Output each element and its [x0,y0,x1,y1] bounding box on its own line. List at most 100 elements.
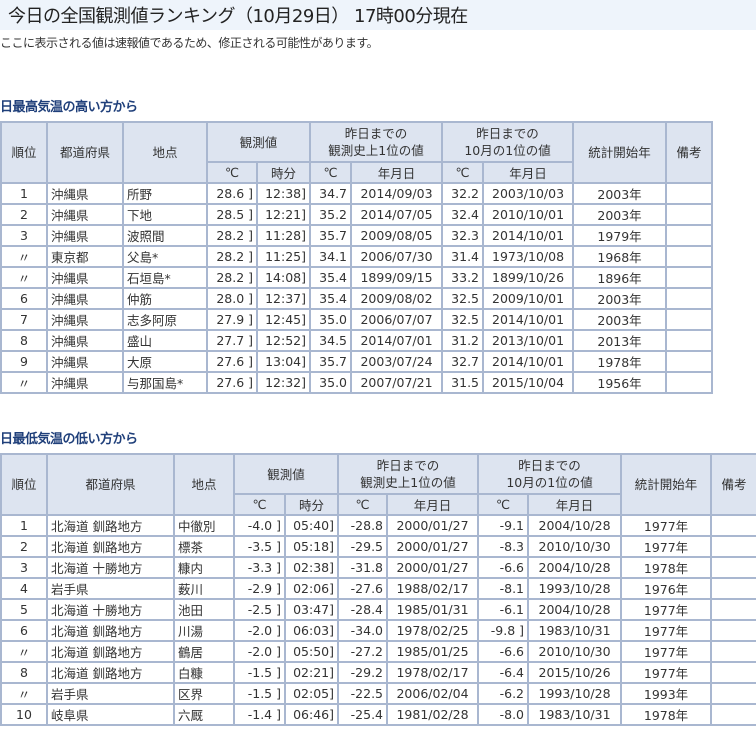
cell-record-all-temp: 35.7 [309,224,353,247]
cell-record-month-temp: 32.2 [441,182,485,205]
cell-record-month-date: 2015/10/04 [482,371,575,394]
header-record-month-deg: ℃ [441,161,485,184]
cell-record-all-temp: -31.8 [337,556,389,579]
table-row: 1 北海道 釧路地方 中徹別 -4.0 ] 05:40] -28.8 2000/01/27-… [0,514,756,537]
cell-record-month-temp: 31.5 [441,371,485,394]
table-row: 3 北海道 十勝地方 糠内 -3.3 ] 02:38] -31.8 2000/01/27 -6… [0,556,756,579]
cell-station: 大原 [122,350,208,373]
cell-prefecture: 沖縄県 [46,350,124,373]
table-row: 〃沖縄県 与那国島* 27.6 ] 12:32] 35.0 2007/07/21 31.5 2… [0,371,714,394]
cell-rank: 3 [0,556,48,579]
cell-start-year: 1976年 [620,577,713,600]
header-observed: 観測値 [232,453,340,495]
cell-observed-time: 12:37] [255,287,312,310]
cell-start-year: 1978年 [620,703,713,726]
header-record-all-deg: ℃ [337,493,389,516]
cell-observed-temp: 28.2 ] [206,266,258,289]
cell-record-month-date: 2009/10/01 [482,287,575,310]
header-record-month: 昨日までの 10月の1位の値 [477,453,623,495]
cell-start-year: 1956年 [572,371,668,394]
cell-observed-temp: -1.4 ] [233,703,286,726]
header-observed-deg: ℃ [206,161,258,184]
header-record-all-line2: 観測史上1位の値 [328,143,424,158]
cell-observed-temp: -2.5 ] [233,598,286,621]
cell-record-all-temp: 34.7 [309,182,353,205]
cell-record-all-temp: 35.4 [309,266,353,289]
header-observed-deg: ℃ [233,493,286,516]
cell-observed-time: 02:06] [283,577,340,600]
cell-remarks [665,329,714,352]
cell-record-month-temp: 32.3 [441,224,485,247]
low-temp-heading: 日最低気温の低い方から [0,432,138,447]
cell-rank: 10 [0,703,48,726]
cell-prefecture: 沖縄県 [46,287,124,310]
cell-observed-temp: -1.5 ] [233,682,286,705]
header-observed-time: 時分 [255,161,312,184]
cell-observed-time: 12:38] [255,182,312,205]
page-title: 今日の全国観測値ランキング（10月29日） 17時00分現在 [0,0,756,30]
cell-record-month-temp: -6.6 [477,556,530,579]
cell-rank: 2 [0,535,48,558]
cell-station: 薮川 [173,577,235,600]
cell-observed-time: 02:38] [283,556,340,579]
cell-record-all-temp: 35.0 [309,308,353,331]
cell-rank: 〃 [0,371,48,394]
cell-start-year: 1977年 [620,619,713,642]
cell-prefecture: 東京都 [46,245,124,268]
header-prefecture: 都道府県 [46,121,124,184]
cell-rank: 8 [0,661,48,684]
cell-prefecture: 北海道 釧路地方 [46,640,175,663]
cell-remarks [665,245,714,268]
table-row: 2 北海道 釧路地方 標茶 -3.5 ] 05:18] -29.5 2000/01/27 -8… [0,535,756,558]
cell-observed-temp: -1.5 ] [233,661,286,684]
header-rank: 順位 [0,453,48,516]
cell-station: 中徹別 [173,514,235,537]
cell-station: 鶴居 [173,640,235,663]
header-record-month-line1: 昨日までの [476,126,539,141]
cell-record-all-temp: -34.0 [337,619,389,642]
cell-record-month-date: 1973/10/08 [482,245,575,268]
header-record-month-line2: 10月の1位の値 [506,475,593,490]
cell-observed-temp: 28.0 ] [206,287,258,310]
cell-record-all-temp: 34.5 [309,329,353,352]
cell-record-all-date: 2014/09/03 [350,182,444,205]
cell-record-month-temp: 33.2 [441,266,485,289]
cell-observed-time: 12:45] [255,308,312,331]
cell-station: 川湯 [173,619,235,642]
table-row: 1 沖縄県 所野 28.6 ] 12:38] 34.7 2014/09/03 32.2 2003… [0,182,714,205]
cell-record-all-date: 2007/07/21 [350,371,444,394]
cell-record-all-date: 2009/08/02 [350,287,444,310]
cell-prefecture: 北海道 釧路地方 [46,619,175,642]
cell-remarks [710,535,756,558]
cell-record-all-temp: 35.2 [309,203,353,226]
high-temp-heading: 日最高気温の高い方から [0,100,138,115]
cell-record-all-temp: -29.2 [337,661,389,684]
cell-remarks [665,371,714,394]
cell-record-month-date: 1899/10/26 [482,266,575,289]
cell-record-all-date: 1988/02/17 [386,577,480,600]
cell-remarks [665,287,714,310]
header-rank: 順位 [0,121,48,184]
header-record-all-date: 年月日 [350,161,444,184]
header-station: 地点 [173,453,235,516]
header-record-all-line1: 昨日までの [344,126,408,141]
cell-remarks [710,598,756,621]
cell-record-all-date: 2014/07/05 [350,203,444,226]
cell-station: 父島* [122,245,208,268]
cell-observed-temp: 27.6 ] [206,371,258,394]
cell-remarks [665,266,714,289]
cell-record-all-temp: 35.4 [309,287,353,310]
cell-observed-temp: 27.7 ] [206,329,258,352]
cell-record-month-temp: 31.2 [441,329,485,352]
cell-prefecture: 沖縄県 [46,329,124,352]
cell-start-year: 1968年 [572,245,668,268]
header-record-month-line1: 昨日までの [518,458,581,473]
cell-record-all-date: 1978/02/25 [386,619,480,642]
cell-record-month-date: 2004/10/28 [527,556,623,579]
cell-prefecture: 北海道 釧路地方 [46,535,175,558]
cell-record-month-temp: 32.5 [441,287,485,310]
cell-record-all-date: 2000/01/27 [386,535,480,558]
cell-observed-temp: -2.9 ] [233,577,286,600]
cell-remarks [710,514,756,537]
cell-start-year: 2003年 [572,203,668,226]
